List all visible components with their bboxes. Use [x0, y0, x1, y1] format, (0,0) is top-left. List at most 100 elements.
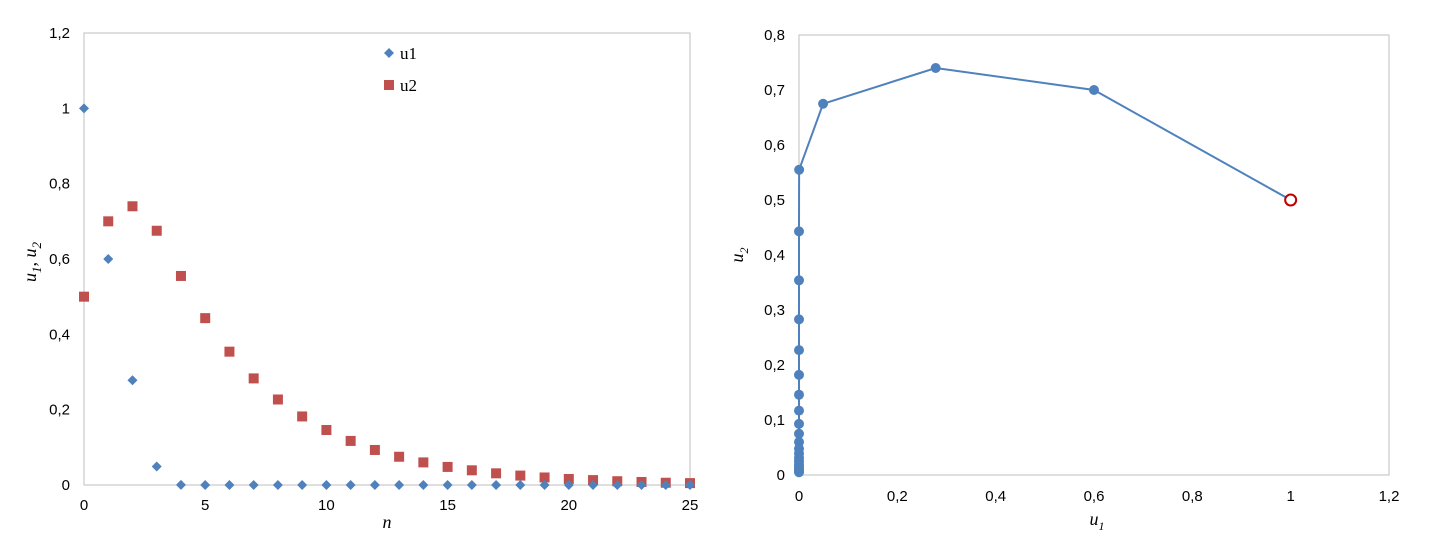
right-x-tick-label: 0,4: [985, 488, 1006, 505]
right-x-label-u: u: [1090, 509, 1099, 529]
u2-marker: [248, 373, 259, 384]
legend-label-u1: u1: [400, 44, 417, 63]
u1-marker: [394, 480, 405, 490]
u2-marker: [151, 225, 162, 236]
left-x-tick-label: 25: [682, 497, 699, 514]
right-y-tick-label: 0,7: [764, 82, 785, 99]
right-y-tick-label: 0,3: [764, 302, 785, 319]
u2-marker: [345, 435, 356, 446]
u1-marker: [685, 480, 695, 490]
u1-marker: [200, 480, 211, 490]
trajectory-point: [794, 275, 804, 286]
u1-marker: [127, 375, 138, 386]
u2-marker: [563, 473, 574, 484]
u2-marker: [175, 270, 186, 281]
left-y-tick-label: 0,6: [49, 251, 70, 268]
right-x-tick-label: 1: [1286, 488, 1294, 505]
left-y-tick-label: 1: [62, 100, 70, 117]
right-y-tick-labels: 0 0,1 0,2 0,3 0,4 0,5 0,6 0,7 0,8: [764, 27, 785, 484]
u1-marker: [418, 480, 429, 490]
left-y-tick-label: 0: [62, 477, 70, 494]
legend-marker-u1: [384, 48, 394, 58]
trajectory-point: [794, 389, 804, 400]
u1-marker: [345, 480, 356, 490]
right-data-marks: [794, 63, 1298, 478]
right-x-tick-label: 0,8: [1182, 488, 1203, 505]
u1-marker: [103, 254, 114, 264]
trajectory-point: [930, 63, 941, 73]
trajectory-point: [1089, 85, 1099, 95]
trajectory-point: [794, 345, 804, 356]
u1-marker: [539, 480, 550, 490]
right-x-label-sub: 1: [1099, 519, 1105, 533]
u1-marker: [491, 480, 502, 490]
svg-text:u1, u2: u1, u2: [20, 242, 44, 283]
left-y-tick-label: 1,2: [49, 25, 70, 42]
right-x-tick-label: 1,2: [1379, 488, 1400, 505]
left-y-tick-label: 0,8: [49, 176, 70, 193]
u1-marker: [612, 480, 623, 490]
u1-marker: [563, 480, 574, 490]
left-data-marks: [79, 103, 695, 490]
u1-marker: [636, 480, 647, 490]
right-y-tick-label: 0: [777, 467, 785, 484]
legend: u1 u2: [384, 44, 417, 95]
u1-marker: [175, 479, 186, 490]
start-point-marker: [1284, 193, 1298, 207]
u1-marker: [466, 480, 477, 490]
svg-text:u2: u2: [727, 248, 751, 263]
u1-marker: [369, 480, 380, 490]
left-y-label-u1: u: [20, 273, 40, 282]
trajectory-point: [794, 467, 804, 478]
right-y-axis-label: u2: [727, 248, 751, 263]
u2-marker: [418, 457, 429, 468]
u1-marker: [151, 461, 162, 472]
trajectory-point: [794, 164, 805, 175]
u2-marker: [79, 291, 89, 302]
legend-label-u2: u2: [400, 76, 417, 95]
u2-marker: [466, 465, 477, 476]
right-y-tick-label: 0,5: [764, 192, 785, 209]
u1-marker: [272, 480, 283, 490]
u1-marker: [515, 480, 526, 490]
trajectory-point: [794, 369, 804, 380]
u1-marker: [442, 480, 453, 490]
trajectory-point: [794, 226, 804, 237]
u1-marker: [297, 480, 308, 490]
left-x-tick-label: 15: [439, 497, 456, 514]
u2-marker: [103, 216, 114, 227]
left-y-label-sub1: 1: [29, 267, 44, 274]
u2-marker: [127, 201, 138, 212]
right-x-tick-label: 0,2: [887, 488, 908, 505]
chart-phase-u2-vs-u1: 0 0,1 0,2 0,3 0,4 0,5 0,6 0,7 0,8 0 0,2 0,4 0,6 0,8 1…: [727, 27, 1400, 533]
trajectory-point: [794, 314, 804, 325]
right-y-tick-label: 0,4: [764, 247, 785, 264]
right-x-tick-labels: 0 0,2 0,4 0,6 0,8 1 1,2: [795, 488, 1400, 505]
u2-marker: [321, 425, 332, 436]
left-x-tick-label: 5: [201, 497, 209, 514]
left-y-tick-label: 0,4: [49, 326, 70, 343]
u2-marker: [515, 470, 526, 481]
u1-marker: [588, 480, 599, 490]
right-y-tick-label: 0,1: [764, 412, 785, 429]
right-y-tick-label: 0,2: [764, 357, 785, 374]
left-y-tick-labels: 0 0,2 0,4 0,6 0,8 1 1,2: [49, 25, 70, 494]
right-y-tick-label: 0,8: [764, 27, 785, 44]
left-x-tick-labels: 0 5 10 15 20 25: [80, 497, 699, 514]
u1-marker: [321, 480, 332, 490]
trajectory-point: [818, 98, 829, 109]
u1-marker: [248, 480, 259, 490]
chart-u1-u2-vs-n: 00,20,40,60,811,2 0 5 10 15 20 25 n u1, u2 u1…: [20, 25, 699, 532]
trajectory-point: [794, 418, 804, 429]
u1-marker: [224, 480, 235, 490]
left-y-label-sub2: 2: [29, 242, 44, 249]
left-y-axis-label: u1, u2: [20, 242, 44, 283]
left-x-axis-label: n: [383, 512, 392, 532]
plot-area-left: [83, 32, 691, 486]
left-x-tick-label: 20: [560, 497, 577, 514]
right-y-tick-label: 0,6: [764, 137, 785, 154]
u2-marker: [491, 468, 502, 479]
u1-marker: [660, 480, 671, 490]
u2-marker: [394, 451, 405, 462]
u2-marker: [442, 461, 453, 472]
